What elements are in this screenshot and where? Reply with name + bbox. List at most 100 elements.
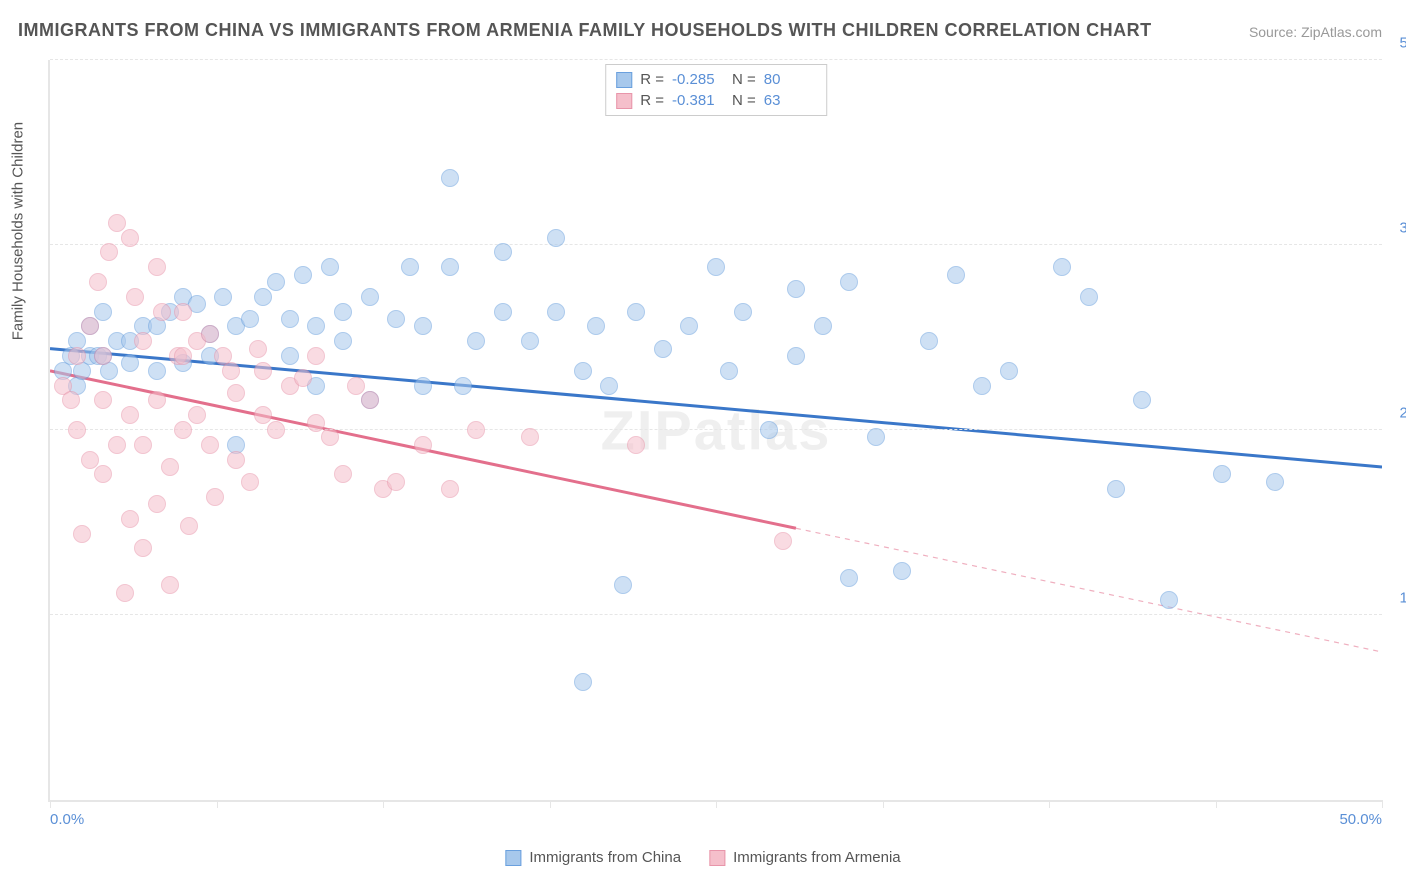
scatter-point — [121, 406, 139, 424]
scatter-point — [307, 347, 325, 365]
x-tick — [883, 800, 884, 808]
trend-line-dashed — [796, 528, 1382, 652]
scatter-point — [148, 495, 166, 513]
scatter-point — [840, 569, 858, 587]
x-tick — [716, 800, 717, 808]
series-legend: Immigrants from China Immigrants from Arm… — [505, 849, 900, 866]
scatter-point — [68, 347, 86, 365]
scatter-point — [414, 317, 432, 335]
legend-swatch — [616, 93, 632, 109]
scatter-point — [241, 310, 259, 328]
scatter-point — [787, 347, 805, 365]
chart-area: Family Households with Children ZIPatlas… — [48, 50, 1382, 832]
scatter-point — [254, 362, 272, 380]
scatter-point — [267, 421, 285, 439]
scatter-point — [787, 280, 805, 298]
scatter-point — [467, 421, 485, 439]
scatter-point — [1053, 258, 1071, 276]
scatter-point — [720, 362, 738, 380]
y-tick-label: 25.0% — [1399, 405, 1406, 422]
grid-line — [50, 59, 1382, 60]
scatter-point — [254, 406, 272, 424]
r-value: -0.381 — [672, 92, 724, 109]
scatter-point — [654, 340, 672, 358]
x-tick — [1049, 800, 1050, 808]
scatter-point — [814, 317, 832, 335]
legend-swatch — [616, 72, 632, 88]
scatter-point — [547, 303, 565, 321]
r-label: R = — [640, 92, 664, 109]
stats-legend-row: R =-0.285N =80 — [616, 69, 816, 90]
scatter-point — [521, 428, 539, 446]
x-tick — [1216, 800, 1217, 808]
x-tick — [217, 800, 218, 808]
scatter-point — [68, 421, 86, 439]
scatter-point — [121, 229, 139, 247]
scatter-point — [281, 347, 299, 365]
scatter-point — [206, 488, 224, 506]
grid-line — [50, 614, 1382, 615]
grid-line — [50, 244, 1382, 245]
scatter-point — [161, 576, 179, 594]
scatter-point — [153, 303, 171, 321]
scatter-point — [321, 428, 339, 446]
scatter-point — [387, 473, 405, 491]
y-tick-label: 12.5% — [1399, 590, 1406, 607]
scatter-point — [307, 317, 325, 335]
trend-line — [50, 349, 1382, 467]
scatter-point — [893, 562, 911, 580]
scatter-point — [1266, 473, 1284, 491]
legend-item: Immigrants from Armenia — [709, 849, 901, 866]
legend-item: Immigrants from China — [505, 849, 681, 866]
scatter-point — [201, 436, 219, 454]
y-tick-label: 50.0% — [1399, 35, 1406, 52]
scatter-point — [321, 258, 339, 276]
scatter-point — [161, 458, 179, 476]
scatter-point — [281, 310, 299, 328]
legend-label: Immigrants from Armenia — [733, 849, 901, 866]
scatter-point — [241, 473, 259, 491]
scatter-point — [108, 436, 126, 454]
trend-lines — [50, 60, 1382, 800]
scatter-point — [401, 258, 419, 276]
x-axis-max-label: 50.0% — [1339, 811, 1382, 828]
scatter-point — [222, 362, 240, 380]
scatter-point — [134, 436, 152, 454]
source-attribution: Source: ZipAtlas.com — [1249, 24, 1382, 40]
scatter-point — [188, 406, 206, 424]
y-axis-title: Family Households with Children — [10, 122, 27, 340]
scatter-point — [574, 673, 592, 691]
scatter-point — [547, 229, 565, 247]
x-tick — [383, 800, 384, 808]
scatter-point — [148, 258, 166, 276]
legend-swatch — [505, 850, 521, 866]
x-tick — [50, 800, 51, 808]
scatter-point — [947, 266, 965, 284]
scatter-point — [707, 258, 725, 276]
scatter-point — [587, 317, 605, 335]
grid-line — [50, 429, 1382, 430]
scatter-point — [361, 288, 379, 306]
scatter-point — [467, 332, 485, 350]
scatter-point — [441, 169, 459, 187]
scatter-point — [307, 414, 325, 432]
r-label: R = — [640, 71, 664, 88]
scatter-point — [294, 369, 312, 387]
scatter-point — [1213, 465, 1231, 483]
scatter-point — [148, 362, 166, 380]
scatter-point — [94, 347, 112, 365]
scatter-point — [441, 480, 459, 498]
scatter-point — [1107, 480, 1125, 498]
scatter-point — [227, 384, 245, 402]
scatter-point — [334, 303, 352, 321]
scatter-point — [267, 273, 285, 291]
n-value: 80 — [764, 71, 816, 88]
scatter-point — [180, 517, 198, 535]
scatter-point — [73, 525, 91, 543]
scatter-point — [121, 354, 139, 372]
chart-title: IMMIGRANTS FROM CHINA VS IMMIGRANTS FROM… — [18, 20, 1152, 41]
scatter-point — [414, 436, 432, 454]
scatter-point — [81, 451, 99, 469]
legend-label: Immigrants from China — [529, 849, 681, 866]
plot-region: ZIPatlas R =-0.285N =80R =-0.381N =63 0.… — [48, 60, 1382, 802]
